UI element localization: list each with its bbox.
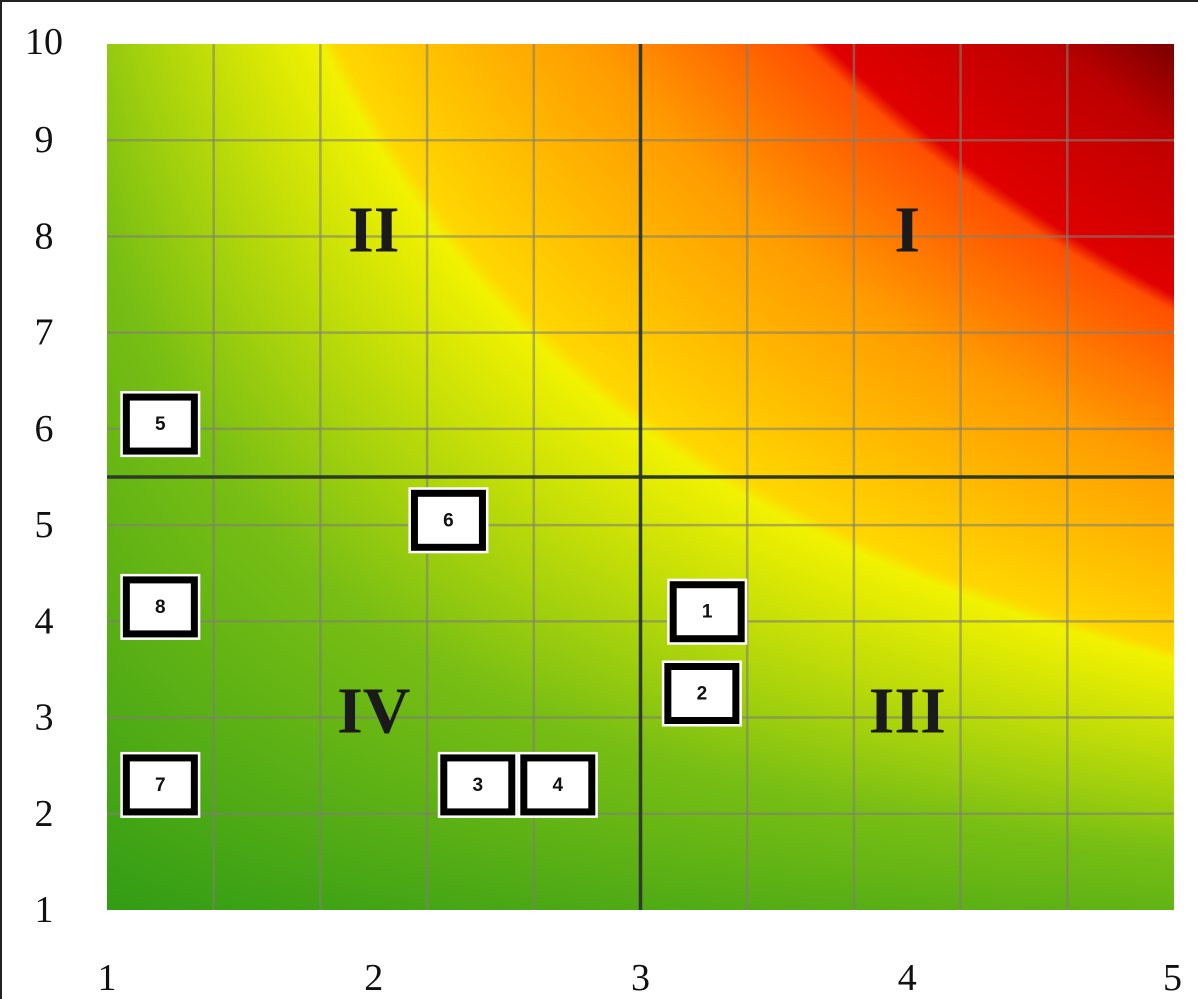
point-box: [122, 393, 198, 455]
y-tick-label: 8: [35, 215, 54, 257]
point-label: 5: [155, 414, 166, 435]
point-box: [664, 663, 740, 724]
x-tick-label: 2: [364, 957, 383, 999]
y-tick-label: 10: [25, 21, 63, 63]
y-tick-label: 3: [35, 697, 54, 739]
point-1: 1: [667, 578, 748, 645]
quadrant-label-III: III: [869, 675, 946, 748]
point-4: 4: [517, 751, 598, 818]
point-box: [122, 576, 198, 638]
point-box: [520, 754, 596, 816]
quadrant-label-IV: IV: [337, 675, 410, 748]
y-tick-label: 9: [35, 119, 54, 161]
point-box: [440, 754, 516, 816]
point-2: 2: [661, 660, 742, 727]
point-6: 6: [408, 487, 489, 554]
y-tick-label: 2: [35, 793, 54, 835]
point-label: 4: [553, 775, 564, 796]
point-box: [669, 581, 745, 643]
point-label: 8: [155, 597, 166, 618]
point-label: 2: [697, 684, 708, 705]
x-tick-label: 1: [98, 957, 117, 999]
point-box: [410, 489, 486, 551]
point-label: 6: [443, 510, 454, 531]
y-tick-label: 7: [35, 312, 54, 354]
point-8: 8: [120, 573, 201, 640]
quadrant-label-II: II: [348, 194, 399, 267]
point-label: 1: [702, 602, 713, 623]
x-tick-label: 3: [631, 957, 650, 999]
quadrant-label-I: I: [894, 194, 920, 267]
point-3: 3: [437, 751, 518, 818]
y-tick-label: 5: [35, 504, 54, 546]
point-label: 3: [472, 775, 483, 796]
point-box: [122, 754, 198, 816]
y-tick-label: 4: [35, 600, 54, 642]
point-5: 5: [120, 391, 201, 458]
x-tick-label: 5: [1163, 957, 1182, 999]
x-tick-label: 4: [898, 957, 917, 999]
point-7: 7: [120, 751, 201, 818]
y-tick-label: 6: [35, 408, 54, 450]
y-tick-label: 1: [35, 889, 54, 931]
point-label: 7: [155, 775, 166, 796]
